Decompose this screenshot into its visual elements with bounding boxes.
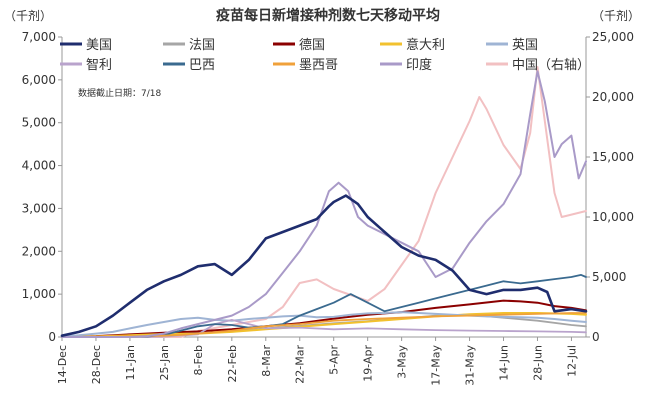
legend-label: 印度: [406, 57, 432, 73]
axes: 0 1,000 2,000 3,000 4,000 5,000 6,000 7,000 0 5,0…: [22, 30, 634, 386]
legend-label: 中国（右轴）: [512, 58, 590, 73]
x-tick-label: 22-Feb: [226, 345, 239, 382]
x-tick-label: 19-Apr: [362, 345, 375, 382]
x-tick-label: 14-Dec: [56, 345, 69, 384]
x-tick-label: 17-May: [430, 345, 443, 386]
left-axis-unit: （千剂）: [4, 8, 52, 23]
x-tick-label: 25-Jan: [158, 345, 171, 381]
series-line-8: [61, 70, 587, 338]
right-tick-label: 10,000: [592, 210, 634, 224]
legend-label: 意大利: [406, 37, 445, 53]
right-tick-label: 20,000: [592, 90, 634, 104]
x-tick-label: 22-Mar: [294, 345, 307, 384]
x-tick-label: 8-Feb: [192, 345, 205, 375]
left-tick-label: 1,000: [22, 287, 56, 301]
legend-label: 智利: [86, 58, 112, 73]
x-tick-label: 8-Mar: [260, 345, 273, 377]
x-tick-label: 28-Jun: [531, 345, 544, 381]
legend-label: 墨西哥: [299, 58, 338, 73]
legend-label: 美国: [86, 38, 112, 53]
x-tick-label: 11-Jan: [124, 345, 137, 381]
left-tick-label: 3,000: [22, 201, 56, 215]
left-tick-label: 6,000: [22, 73, 56, 87]
right-tick-label: 5,000: [592, 270, 626, 284]
series-line-9: [61, 66, 587, 338]
left-tick-label: 0: [48, 330, 56, 344]
x-tick-label: 28-Dec: [90, 345, 103, 384]
right-tick-label: 15,000: [592, 150, 634, 164]
right-tick-label: 0: [592, 330, 600, 344]
x-tick-label: 3-May: [396, 345, 409, 379]
series-lines: [60, 66, 588, 338]
left-tick-label: 4,000: [22, 159, 56, 173]
legend-label: 德国: [299, 38, 325, 53]
left-tick-label: 7,000: [22, 30, 56, 44]
left-tick-label: 2,000: [22, 244, 56, 258]
x-tick-label: 12-Jul: [565, 345, 578, 377]
right-tick-label: 25,000: [592, 30, 634, 44]
legend-label: 巴西: [189, 58, 215, 73]
series-line-4: [61, 311, 587, 338]
right-axis-unit: （千剂）: [592, 8, 640, 23]
x-tick-label: 31-May: [464, 345, 477, 386]
data-cutoff-note: 数据截止日期：7/18: [78, 87, 161, 99]
series-line-0: [60, 194, 588, 338]
legend-label: 法国: [189, 38, 215, 53]
x-tick-label: 14-Jun: [498, 345, 511, 381]
series-line-7: [61, 312, 587, 338]
chart-title: 疫苗每日新增接种剂数七天移动平均: [216, 7, 440, 24]
left-tick-label: 5,000: [22, 116, 56, 130]
legend-label: 英国: [512, 38, 538, 53]
x-tick-label: 5-Apr: [328, 345, 341, 375]
series-line-6: [61, 273, 587, 338]
